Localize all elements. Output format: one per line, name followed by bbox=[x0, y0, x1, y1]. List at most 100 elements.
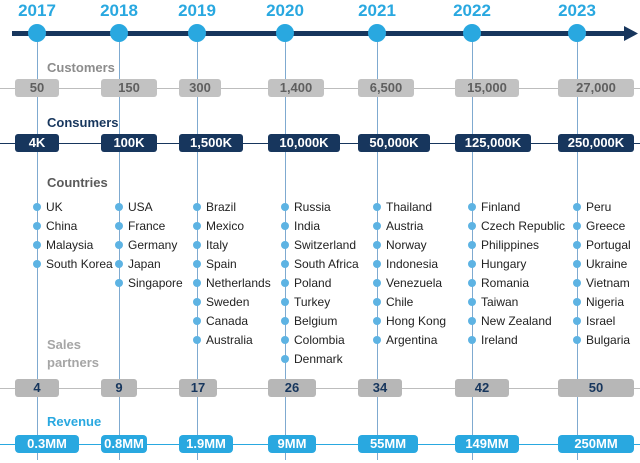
country-name: Poland bbox=[294, 276, 332, 290]
country-item: Brazil bbox=[193, 200, 236, 214]
timeline-vertical-line bbox=[284, 40, 286, 460]
country-item: Ireland bbox=[468, 333, 518, 347]
country-bullet bbox=[468, 203, 476, 211]
sales-partners-value: 50 bbox=[558, 379, 634, 397]
country-item: Mexico bbox=[193, 219, 244, 233]
country-name: Bulgaria bbox=[586, 333, 631, 347]
country-name: Venezuela bbox=[386, 276, 443, 290]
sales-partners-value: 9 bbox=[101, 379, 137, 397]
revenue-value: 9MM bbox=[268, 435, 316, 453]
timeline-vertical-line bbox=[36, 40, 38, 460]
country-bullet bbox=[281, 279, 289, 287]
timeline-vertical-line bbox=[196, 40, 198, 460]
country-bullet bbox=[573, 279, 581, 287]
country-item: Thailand bbox=[373, 200, 432, 214]
country-item: UK bbox=[33, 200, 63, 214]
country-item: Japan bbox=[115, 257, 161, 271]
country-item: France bbox=[115, 219, 165, 233]
country-item: Australia bbox=[193, 333, 253, 347]
year-label: 2019 bbox=[178, 1, 216, 20]
country-bullet bbox=[573, 222, 581, 230]
consumers-value: 10,000K bbox=[268, 134, 340, 152]
country-name: Austria bbox=[386, 219, 424, 233]
country-name: UK bbox=[46, 200, 63, 214]
country-name: Turkey bbox=[294, 295, 331, 309]
country-name: Canada bbox=[206, 314, 249, 328]
country-name: Finland bbox=[481, 200, 521, 214]
sales-partners-title-line2: partners bbox=[47, 355, 100, 370]
year-node bbox=[110, 24, 128, 42]
country-bullet bbox=[373, 317, 381, 325]
country-bullet bbox=[468, 298, 476, 306]
country-name: Switzerland bbox=[294, 238, 357, 252]
revenue-value: 0.3MM bbox=[15, 435, 79, 453]
consumers-value: 4K bbox=[15, 134, 59, 152]
sales-partners-value: 34 bbox=[358, 379, 402, 397]
country-item: Netherlands bbox=[193, 276, 271, 290]
country-bullet bbox=[115, 279, 123, 287]
country-item: Switzerland bbox=[281, 238, 357, 252]
country-bullet bbox=[193, 241, 201, 249]
country-name: Colombia bbox=[294, 333, 345, 347]
country-bullet bbox=[281, 241, 289, 249]
country-bullet bbox=[33, 260, 41, 268]
country-name: Nigeria bbox=[586, 295, 625, 309]
countries-title: Countries bbox=[47, 175, 108, 190]
revenue-value: 1.9MM bbox=[179, 435, 233, 453]
country-item: Colombia bbox=[281, 333, 345, 347]
country-bullet bbox=[281, 260, 289, 268]
consumers-value: 1,500K bbox=[179, 134, 243, 152]
country-item: South Korea bbox=[33, 257, 113, 271]
country-item: Malaysia bbox=[33, 238, 94, 252]
sales-partners-value: 4 bbox=[15, 379, 59, 397]
customers-value: 6,500 bbox=[358, 79, 414, 97]
country-name: Malaysia bbox=[46, 238, 94, 252]
country-bullet bbox=[573, 203, 581, 211]
year-label: 2023 bbox=[558, 1, 596, 20]
customers-value: 1,400 bbox=[268, 79, 324, 97]
country-bullet bbox=[115, 203, 123, 211]
country-item: Vietnam bbox=[573, 276, 630, 290]
country-item: Sweden bbox=[193, 295, 249, 309]
sales-partners-value: 26 bbox=[268, 379, 316, 397]
country-bullet bbox=[573, 260, 581, 268]
country-bullet bbox=[468, 279, 476, 287]
customers-title: Customers bbox=[47, 60, 115, 75]
country-item: Hungary bbox=[468, 257, 526, 271]
country-item: Poland bbox=[281, 276, 332, 290]
country-bullet bbox=[468, 260, 476, 268]
country-name: Norway bbox=[386, 238, 427, 252]
timeline-vertical-line bbox=[118, 40, 120, 460]
country-item: Argentina bbox=[373, 333, 437, 347]
country-item: Portugal bbox=[573, 238, 631, 252]
consumers-value: 50,000K bbox=[358, 134, 430, 152]
country-name: Ukraine bbox=[586, 257, 628, 271]
country-name: Taiwan bbox=[481, 295, 519, 309]
year-node bbox=[463, 24, 481, 42]
country-name: Belgium bbox=[294, 314, 338, 328]
country-name: South Africa bbox=[294, 257, 359, 271]
year-label: 2020 bbox=[266, 1, 304, 20]
customers-value: 15,000 bbox=[455, 79, 519, 97]
country-name: Netherlands bbox=[206, 276, 271, 290]
country-item: Italy bbox=[193, 238, 229, 252]
country-bullet bbox=[281, 355, 289, 363]
country-item: Bulgaria bbox=[573, 333, 631, 347]
country-bullet bbox=[373, 279, 381, 287]
consumers-value: 100K bbox=[101, 134, 157, 152]
country-bullet bbox=[573, 298, 581, 306]
country-bullet bbox=[33, 222, 41, 230]
revenue-guide-line bbox=[0, 444, 640, 445]
country-item: Czech Republic bbox=[468, 219, 565, 233]
country-item: Belgium bbox=[281, 314, 338, 328]
country-name: Portugal bbox=[586, 238, 631, 252]
revenue-value: 0.8MM bbox=[101, 435, 147, 453]
year-label: 2022 bbox=[453, 1, 491, 20]
country-item: India bbox=[281, 219, 320, 233]
year-node bbox=[368, 24, 386, 42]
country-bullet bbox=[281, 317, 289, 325]
consumers-value: 250,000K bbox=[558, 134, 634, 152]
country-name: Australia bbox=[206, 333, 253, 347]
country-name: Russia bbox=[294, 200, 331, 214]
country-name: Italy bbox=[206, 238, 229, 252]
